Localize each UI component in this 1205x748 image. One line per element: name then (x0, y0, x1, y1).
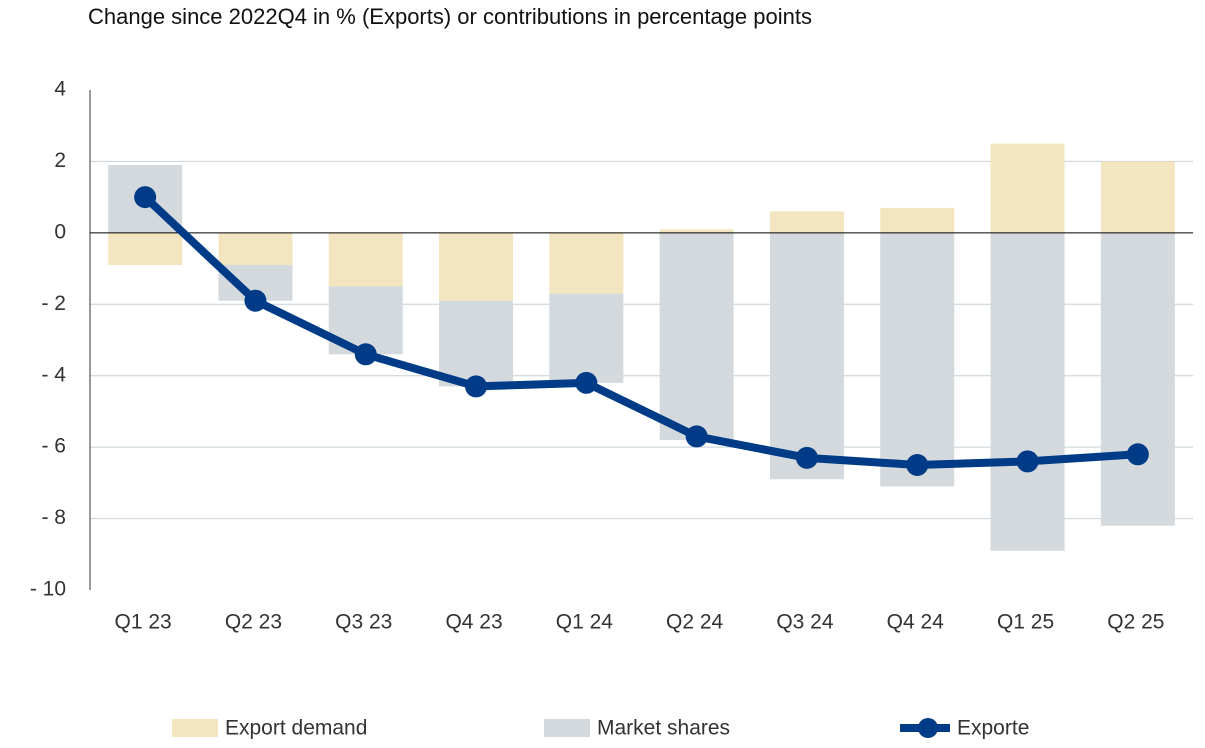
line-marker (1016, 450, 1039, 473)
legend-swatch (172, 719, 218, 737)
y-tick-label: 0 (54, 220, 66, 243)
bar (880, 207, 955, 233)
x-tick-label: Q1 24 (556, 611, 614, 634)
line-marker (1126, 443, 1149, 466)
x-tick-label: Q2 24 (666, 611, 724, 634)
legend-swatch (544, 719, 590, 737)
line-marker (795, 446, 818, 469)
bar (659, 229, 734, 233)
bar (218, 232, 293, 265)
y-tick-label: 2 (54, 149, 66, 172)
x-tick-label: Q3 24 (776, 611, 834, 634)
x-tick-label: Q4 23 (445, 611, 502, 634)
bar (328, 232, 403, 287)
bar (1100, 232, 1175, 526)
bar (769, 232, 844, 480)
bar (439, 300, 514, 387)
line (142, 194, 1139, 469)
x-tick-label: Q2 25 (1107, 611, 1164, 634)
line-marker (575, 371, 598, 394)
bar (990, 143, 1065, 233)
y-tick-label: - 8 (41, 506, 66, 529)
bar (990, 232, 1065, 551)
x-tick-label: Q3 23 (335, 611, 392, 634)
bar (880, 232, 955, 487)
y-tick-label: - 4 (41, 363, 66, 386)
line-marker (685, 425, 708, 448)
y-tick-label: 4 (54, 78, 66, 101)
legend-swatch (918, 718, 938, 738)
line-marker (134, 186, 157, 209)
legend-label: Market shares (597, 717, 730, 740)
y-tick-label: - 2 (41, 292, 66, 315)
bar (549, 232, 624, 294)
chart-title: Change since 2022Q4 in % (Exports) or co… (88, 4, 812, 29)
bar (108, 232, 183, 265)
legend-label: Export demand (225, 717, 367, 740)
x-tick-label: Q4 24 (887, 611, 945, 634)
bar (439, 232, 514, 301)
y-tick-label: - 10 (30, 578, 66, 601)
bar (769, 211, 844, 233)
bar (1100, 161, 1175, 233)
line-marker (465, 375, 488, 398)
bar (659, 232, 734, 440)
line-marker (354, 343, 377, 366)
x-tick-label: Q2 23 (225, 611, 282, 634)
x-tick-label: Q1 23 (115, 611, 172, 634)
y-tick-label: - 6 (41, 435, 66, 458)
x-tick-label: Q1 25 (997, 611, 1054, 634)
line-marker (244, 289, 267, 312)
line-marker (906, 454, 929, 476)
bar (549, 293, 624, 383)
legend-label: Exporte (957, 717, 1029, 740)
